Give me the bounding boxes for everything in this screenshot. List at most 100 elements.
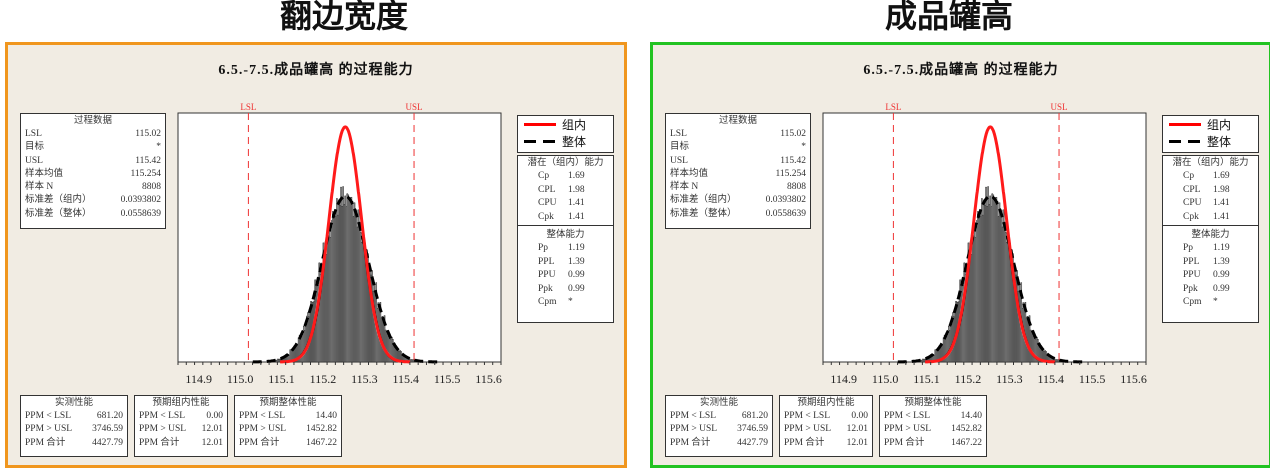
row-value: 1452.82 <box>306 424 337 435</box>
legend: 组内 整体 <box>517 115 614 153</box>
row-label: PPM < LSL <box>884 411 931 421</box>
row-label: Cpk <box>1183 211 1199 222</box>
legend-overall-label: 整体 <box>562 135 587 149</box>
lsl-label: LSL <box>885 102 901 112</box>
potential-rows: Cp 1.69 CPL 1.98 CPU 1.41 Cpk 1.41 <box>1163 170 1258 224</box>
chart-title: 6.5.-7.5.成品罐高 的过程能力 <box>863 63 1059 78</box>
process-data-box: 过程数据 LSL 115.02 目标 * USL 115.42 样本均值 115.254 样本 … <box>20 113 166 229</box>
data-row: PPM 合计 1467.22 <box>880 437 986 450</box>
data-row: PPM < LSL 14.40 <box>880 410 986 423</box>
row-label: 样本均值 <box>25 168 64 179</box>
row-label: 标准差（整体） <box>670 208 737 219</box>
legend: 组内 整体 <box>1162 115 1259 153</box>
row-label: USL <box>25 155 43 166</box>
data-row: 样本 N 8808 <box>21 181 165 194</box>
row-value: 14.40 <box>315 411 337 421</box>
overall-cap-title: 整体能力 <box>1191 230 1230 240</box>
x-tick-label: 114.9 <box>185 372 212 386</box>
x-tick-label: 115.4 <box>392 372 419 386</box>
row-label: PPM 合计 <box>239 437 280 448</box>
row-value: 0.0558639 <box>120 208 161 219</box>
row-value: 115.02 <box>780 129 806 139</box>
data-row: PPM 合计 12.01 <box>780 437 872 450</box>
row-label: PPM 合计 <box>884 437 925 448</box>
row-label: PPL <box>538 256 555 267</box>
row-label: Cpm <box>538 297 557 307</box>
row-label: PPM 合计 <box>139 437 180 448</box>
row-label: 目标 <box>670 142 690 153</box>
data-row: PPM < LSL 0.00 <box>780 410 872 423</box>
data-row: PPL 1.39 <box>518 256 613 270</box>
row-value: 3746.59 <box>737 424 768 435</box>
row-label: Cp <box>538 171 550 181</box>
data-row: 标准差（组内） 0.0393802 <box>21 194 165 207</box>
row-value: 115.254 <box>775 168 806 179</box>
usl-label: USL <box>1051 102 1068 112</box>
x-tick-label: 115.1 <box>913 372 940 386</box>
row-label: PPM 合计 <box>784 437 825 448</box>
observed-box: 实测性能 PPM < LSL 681.20 PPM > USL 3746.59 PPM 合… <box>665 395 773 457</box>
histogram-chart: LSL USL 114.9 115.0 115.1 115.2 115.3 115.4 115.… <box>822 102 1147 386</box>
row-value: * <box>156 142 161 153</box>
legend-overall: 整体 <box>1163 133 1258 150</box>
row-value: 12.01 <box>846 437 868 448</box>
row-label: Pp <box>538 243 549 253</box>
row-label: PPU <box>1183 270 1201 280</box>
red-line-icon <box>1169 123 1201 126</box>
row-label: CPU <box>1183 198 1202 208</box>
data-row: PPM > USL 12.01 <box>780 423 872 436</box>
row-value: 1.41 <box>1213 211 1230 222</box>
data-row: 标准差（组内） 0.0393802 <box>666 194 810 207</box>
dashed-line-icon <box>1169 140 1201 143</box>
legend-overall: 整体 <box>518 133 613 150</box>
row-label: USL <box>670 155 688 166</box>
x-tick-label: 115.6 <box>1120 372 1147 386</box>
panel-heading: 翻边宽度 <box>280 0 409 34</box>
data-row: PPM > USL 1452.82 <box>880 423 986 436</box>
row-label: Ppk <box>538 283 553 294</box>
row-label: 标准差（组内） <box>25 195 92 206</box>
row-value: 1467.22 <box>306 437 337 448</box>
row-label: 标准差（组内） <box>670 195 737 206</box>
usl-label: USL <box>406 102 423 112</box>
data-row: PPM < LSL 681.20 <box>666 410 772 423</box>
data-row: PPU 0.99 <box>1163 269 1258 283</box>
x-tick-label: 115.6 <box>475 372 502 386</box>
potential-title: 潜在（组内）能力 <box>1172 158 1249 168</box>
row-label: PPU <box>538 270 556 280</box>
data-row: PPL 1.39 <box>1163 256 1258 270</box>
legend-within-label: 组内 <box>562 118 587 132</box>
process-data-box: 过程数据 LSL 115.02 目标 * USL 115.42 样本均值 115.254 样本 … <box>665 113 811 229</box>
data-row: Pp 1.19 <box>1163 242 1258 256</box>
row-label: Cp <box>1183 171 1195 181</box>
exp-overall-title: 预期整体性能 <box>259 398 317 408</box>
row-value: 12.01 <box>201 437 223 448</box>
within-curve <box>280 125 411 364</box>
row-value: 0.0558639 <box>765 208 806 219</box>
row-value: 681.20 <box>96 411 123 421</box>
row-label: CPU <box>538 198 557 208</box>
overall-curve <box>897 194 1083 364</box>
row-value: 0.00 <box>851 411 868 421</box>
capability-panel: 6.5.-7.5.成品罐高 的过程能力 过程数据 LSL 115.02 目标 * USL… <box>5 42 627 468</box>
x-tick-label: 115.1 <box>268 372 295 386</box>
x-tick-label: 115.0 <box>872 372 899 386</box>
row-label: Cpk <box>538 211 554 222</box>
data-row: PPU 0.99 <box>518 269 613 283</box>
data-row: 样本均值 115.254 <box>21 168 165 181</box>
overall-cap-rows: Pp 1.19 PPL 1.39 PPU 0.99 Ppk 0.99 Cpm * <box>1163 242 1258 310</box>
data-row: USL 115.42 <box>21 155 165 168</box>
capability-panel: 6.5.-7.5.成品罐高 的过程能力 过程数据 LSL 115.02 目标 * USL… <box>650 42 1270 468</box>
exp-within-title: 预期组内性能 <box>797 398 855 408</box>
data-row: PPM > USL 12.01 <box>135 423 227 436</box>
panel-heading: 成品罐高 <box>885 0 1014 34</box>
row-label: PPM < LSL <box>670 411 717 421</box>
row-value: * <box>1213 297 1218 307</box>
data-row: Ppk 0.99 <box>1163 283 1258 297</box>
data-row: 目标 * <box>21 141 165 154</box>
exp-within-rows: PPM < LSL 0.00 PPM > USL 12.01 PPM 合计 12.01 <box>780 410 872 450</box>
data-row: 样本均值 115.254 <box>666 168 810 181</box>
potential-title: 潜在（组内）能力 <box>527 158 604 168</box>
x-tick-label: 115.3 <box>351 372 378 386</box>
row-value: * <box>568 297 573 307</box>
